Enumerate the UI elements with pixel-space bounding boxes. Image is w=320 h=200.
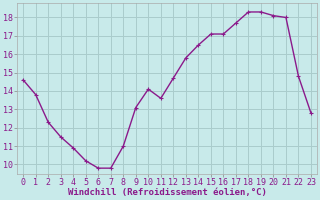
X-axis label: Windchill (Refroidissement éolien,°C): Windchill (Refroidissement éolien,°C)	[68, 188, 267, 197]
